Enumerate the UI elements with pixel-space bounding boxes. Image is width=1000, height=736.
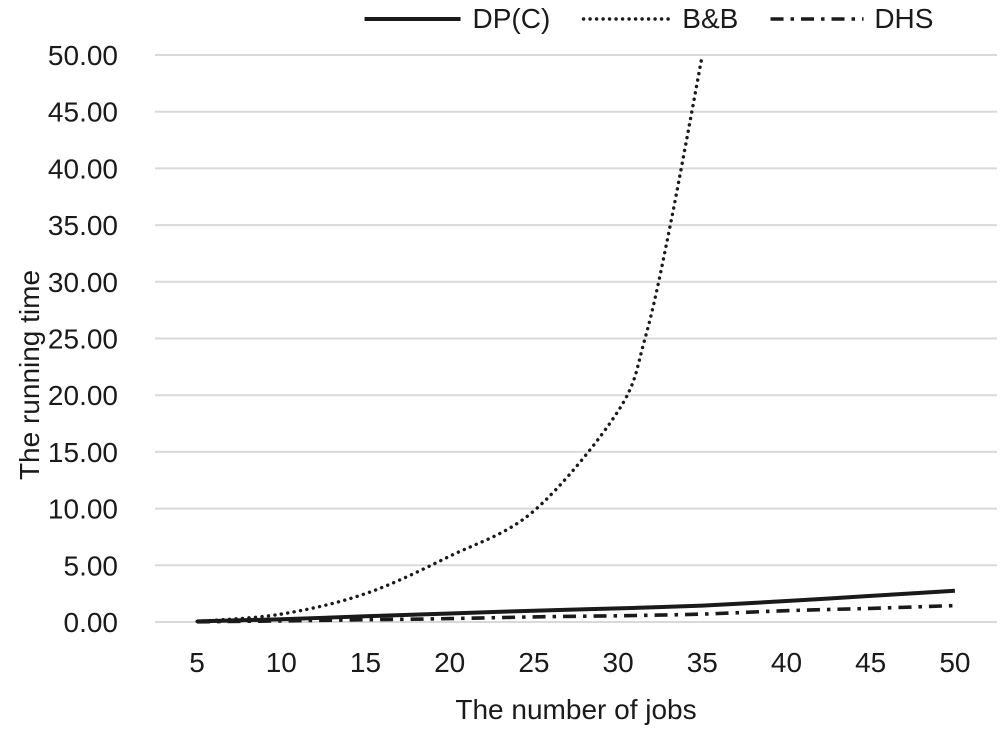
x-tick-label: 40	[771, 647, 802, 678]
x-tick-label: 35	[687, 647, 718, 678]
y-tick-label: 10.00	[48, 494, 118, 525]
legend-label-dhs: DHS	[874, 3, 934, 34]
series-line-dpc	[197, 588, 956, 624]
x-tick-label: 15	[350, 647, 381, 678]
y-tick-label: 35.00	[48, 210, 118, 241]
legend-item-bnb: B&B	[580, 5, 738, 33]
y-tick-label: 20.00	[48, 380, 118, 411]
y-axis-title: The running time	[14, 269, 45, 481]
y-tick-label: 45.00	[48, 97, 118, 128]
x-tick-label: 10	[266, 647, 297, 678]
x-tick-label: 45	[855, 647, 886, 678]
y-tick-label: 40.00	[48, 153, 118, 184]
chart-legend: DP(C) B&B DHS	[363, 3, 933, 34]
legend-line-sample-solid	[363, 15, 463, 23]
y-tick-label: 0.00	[64, 607, 119, 638]
y-tick-label: 15.00	[48, 437, 118, 468]
x-tick-label: 20	[434, 647, 465, 678]
x-tick-label: 50	[939, 647, 970, 678]
x-tick-label: 30	[603, 647, 634, 678]
y-tick-label: 50.00	[48, 40, 118, 71]
y-tick-label: 30.00	[48, 267, 118, 298]
legend-label-dpc: DP(C)	[472, 3, 551, 34]
legend-label-bnb: B&B	[682, 3, 739, 34]
x-axis-title: The number of jobs	[455, 694, 697, 725]
series-line-dhs	[197, 603, 955, 624]
y-tick-label: 5.00	[64, 550, 119, 581]
legend-item-dhs: DHS	[768, 5, 933, 33]
y-tick-label: 25.00	[48, 324, 118, 355]
legend-line-sample-dotted	[580, 15, 673, 23]
x-tick-label: 5	[189, 647, 205, 678]
legend-item-dpc: DP(C)	[363, 3, 551, 34]
x-tick-label: 25	[518, 647, 549, 678]
